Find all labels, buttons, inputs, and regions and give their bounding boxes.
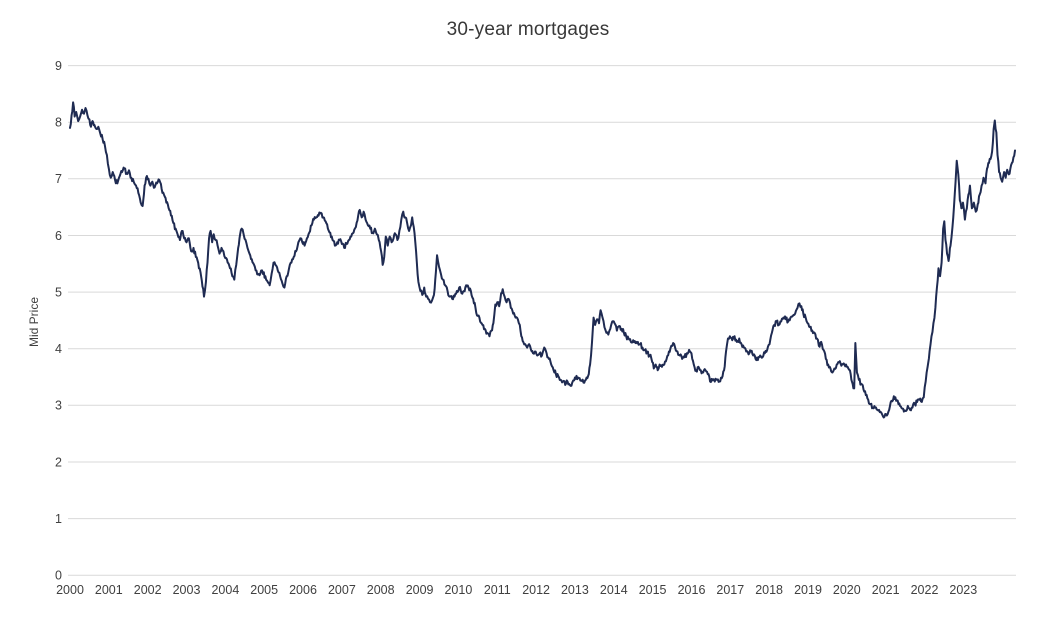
x-tick-label: 2018 xyxy=(755,583,783,597)
x-tick-label: 2000 xyxy=(56,583,84,597)
y-tick-label: 0 xyxy=(55,569,62,583)
x-tick-label: 2014 xyxy=(600,583,628,597)
x-tick-label: 2012 xyxy=(522,583,550,597)
x-tick-label: 2002 xyxy=(134,583,162,597)
y-tick-label: 8 xyxy=(55,116,62,130)
y-tick-label: 6 xyxy=(55,229,62,243)
chart-title: 30-year mortgages xyxy=(446,19,610,40)
x-tick-label: 2009 xyxy=(406,583,434,597)
x-tick-label: 2008 xyxy=(367,583,395,597)
x-tick-label: 2007 xyxy=(328,583,356,597)
x-tick-label: 2015 xyxy=(639,583,667,597)
x-tick-label: 2005 xyxy=(250,583,278,597)
y-tick-label: 3 xyxy=(55,399,62,413)
x-tick-label: 2016 xyxy=(678,583,706,597)
x-tick-label: 2023 xyxy=(949,583,977,597)
x-tick-label: 2019 xyxy=(794,583,822,597)
y-tick-label: 4 xyxy=(55,342,62,356)
x-tick-label: 2003 xyxy=(173,583,201,597)
y-tick-label: 7 xyxy=(55,172,62,186)
y-tick-label: 5 xyxy=(55,285,62,299)
x-tick-label: 2022 xyxy=(911,583,939,597)
x-tick-label: 2006 xyxy=(289,583,317,597)
x-tick-label: 2020 xyxy=(833,583,861,597)
y-tick-label: 2 xyxy=(55,455,62,469)
x-tick-label: 2021 xyxy=(872,583,900,597)
x-tick-label: 2001 xyxy=(95,583,123,597)
y-tick-label: 1 xyxy=(55,512,62,526)
x-tick-label: 2013 xyxy=(561,583,589,597)
x-tick-label: 2011 xyxy=(484,583,511,597)
y-tick-label: 9 xyxy=(55,59,62,73)
x-tick-label: 2010 xyxy=(444,583,472,597)
rate-line xyxy=(69,101,1016,419)
x-tick-label: 2017 xyxy=(716,583,744,597)
x-tick-label: 2004 xyxy=(211,583,239,597)
